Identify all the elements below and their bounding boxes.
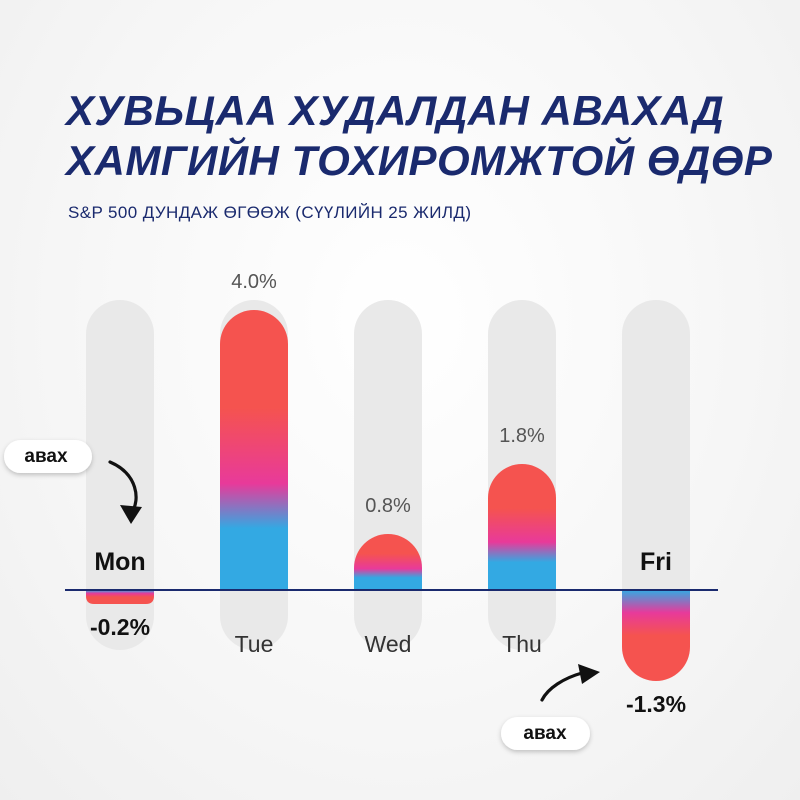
arrow-head-icon: [120, 505, 142, 524]
chart-title: ХУВЬЦАА ХУДАЛДАН АВАХАД ХАМГИЙН ТОХИРОМЖ…: [66, 86, 786, 186]
buy-pill-right: [501, 717, 590, 750]
bars: [86, 310, 690, 681]
value-label-tue: 4.0%: [231, 271, 277, 293]
value-label-wed: 0.8%: [365, 495, 411, 517]
category-label-tue: Tue: [235, 631, 274, 657]
bar-track: [86, 300, 154, 650]
bar-wed: [354, 534, 422, 590]
bar-thu: [488, 464, 556, 590]
buy-annotation-left: авах: [4, 440, 142, 524]
buy-label-right: авах: [523, 723, 567, 744]
title-line-2: ХАМГИЙН ТОХИРОМЖТОЙ ӨДӨР: [66, 137, 773, 184]
chart-subtitle: S&P 500 ДУНДАЖ ӨГӨӨЖ (СҮҮЛИЙН 25 ЖИЛД): [68, 203, 472, 222]
value-label-fri: -1.3%: [626, 691, 686, 717]
bar-track: [354, 300, 422, 650]
arrow-head-icon: [578, 664, 600, 684]
value-label-mon: -0.2%: [90, 614, 150, 640]
value-label-thu: 1.8%: [499, 425, 545, 447]
category-label-thu: Thu: [502, 631, 542, 657]
buy-pill-left: [4, 440, 92, 473]
buy-label-left: авах: [24, 446, 68, 467]
category-label-fri: Fri: [640, 548, 672, 576]
bar-tue: [220, 310, 288, 590]
bar-labels: Mon -0.2% Tue 4.0% Wed 0.8% Thu 1.8% Fri -1.3%: [90, 271, 686, 717]
category-label-mon: Mon: [94, 548, 145, 576]
curved-arrow-icon: [540, 671, 584, 702]
bar-fri: [622, 590, 690, 681]
bar-track: [622, 300, 690, 650]
bar-tracks: [86, 300, 690, 650]
buy-annotation-right: авах: [501, 664, 600, 750]
category-label-wed: Wed: [365, 631, 412, 657]
title-line-1: ХУВЬЦАА ХУДАЛДАН АВАХАД: [66, 87, 725, 134]
bar-mon: [86, 590, 154, 604]
